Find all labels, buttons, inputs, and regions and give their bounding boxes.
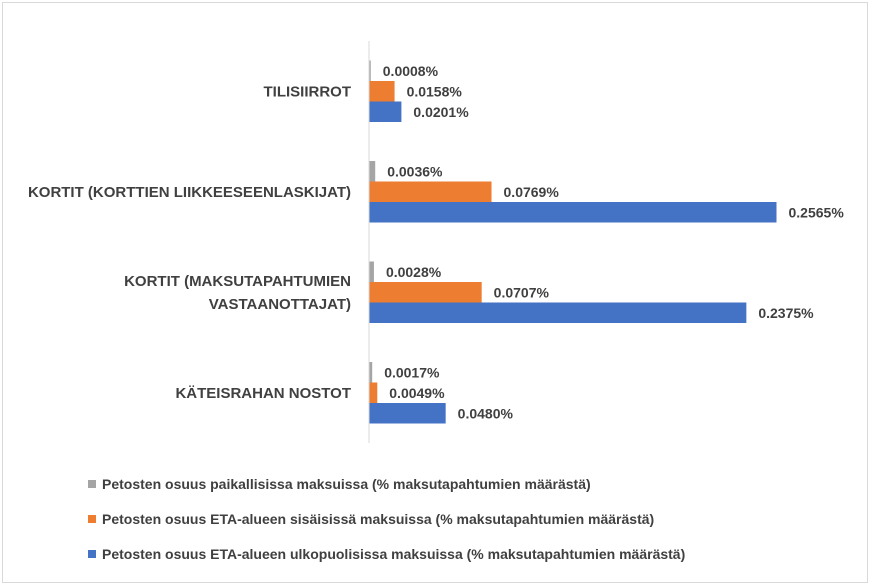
data-label: 0.0049% [389, 385, 445, 401]
data-label: 0.0707% [494, 284, 550, 300]
bar [369, 403, 446, 424]
category-label: KORTIT (KORTTIEN LIIKKEESEENLASKIJAT) [28, 184, 351, 201]
bar [369, 282, 482, 303]
data-label: 0.0769% [504, 184, 560, 200]
bar [369, 302, 747, 323]
data-label: 0.0028% [386, 264, 442, 280]
category-label: KÄTEISRAHAN NOSTOT [175, 385, 351, 402]
data-label: 0.0017% [384, 364, 440, 380]
bar [369, 81, 395, 102]
bar [369, 202, 777, 223]
data-label: 0.0201% [413, 104, 469, 120]
bar [369, 261, 374, 282]
data-label: 0.0008% [383, 63, 439, 79]
bar [369, 60, 371, 81]
data-label: 0.0480% [458, 405, 514, 421]
legend-label: Petosten osuus ETA-alueen ulkopuolisissa… [102, 546, 685, 562]
bar [369, 181, 492, 202]
bars [369, 60, 777, 424]
data-labels: 0.0008% 0.0158% 0.0201% 0.0036% 0.0769% 0.256… [383, 63, 845, 422]
data-label: 0.0158% [407, 83, 463, 99]
legend-swatch [88, 480, 96, 488]
bar [369, 382, 378, 403]
chart-svg: 0.0008% 0.0158% 0.0201% 0.0036% 0.0769% 0.256… [28, 41, 845, 562]
bar [369, 101, 402, 122]
legend: Petosten osuus paikallisissa maksuissa (… [88, 476, 685, 562]
category-label: TILISIIRROT [264, 83, 352, 100]
legend-label: Petosten osuus paikallisissa maksuissa (… [102, 476, 591, 492]
data-label: 0.0036% [387, 163, 443, 179]
data-label: 0.2565% [789, 204, 845, 220]
legend-swatch [88, 515, 96, 523]
bar [369, 362, 373, 383]
data-label: 0.2375% [758, 305, 814, 321]
category-labels: TILISIIRROT KORTIT (KORTTIEN LIIKKEESEENL… [28, 83, 351, 402]
category-label: VASTAANOTTAJAT) [209, 296, 351, 313]
legend-swatch [88, 550, 96, 558]
category-label: KORTIT (MAKSUTAPAHTUMIEN [124, 273, 351, 290]
bar [369, 161, 376, 182]
legend-label: Petosten osuus ETA-alueen sisäisissä mak… [102, 511, 654, 527]
